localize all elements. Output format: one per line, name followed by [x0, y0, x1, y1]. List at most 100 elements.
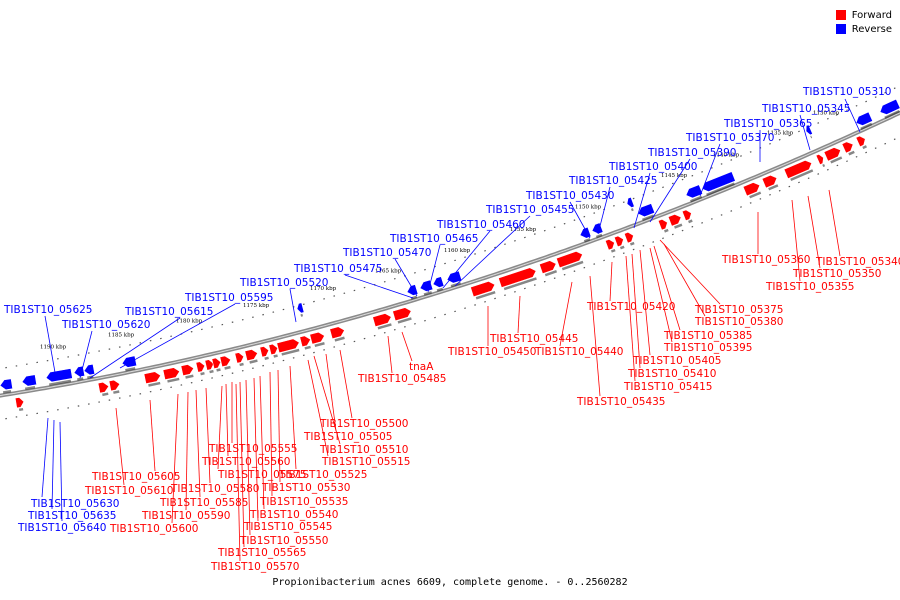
- forward-gene-arrow-shape: [841, 141, 854, 154]
- forward-gene-label-leader: [239, 381, 245, 548]
- reverse-gene-label-leader: [41, 417, 49, 498]
- kbp-tick-label: 1145 kbp: [661, 173, 688, 179]
- reverse-gene-label-leader: [51, 419, 55, 510]
- forward-gene-arrow: [234, 352, 245, 367]
- forward-gene-arrow-shadow: [664, 228, 669, 233]
- forward-gene-label: TIB1ST10_05375: [694, 304, 784, 316]
- reverse-gene-label: TIB1ST10_05345: [761, 103, 851, 115]
- reverse-gene-arrow-shadow: [125, 367, 136, 372]
- forward-gene-arrow-shadow: [304, 345, 311, 350]
- reverse-gene-arrow-shape: [701, 171, 736, 192]
- reverse-gene-label: TIB1ST10_05615: [124, 306, 214, 318]
- forward-gene-label: TIB1ST10_05350: [792, 268, 882, 280]
- forward-genes: [14, 135, 867, 412]
- forward-gene-label: TIB1ST10_05450: [447, 346, 537, 358]
- reverse-gene-label-leader: [454, 215, 531, 287]
- forward-gene-label: TIB1ST10_05600: [109, 523, 199, 535]
- genome-caption: Propionibacterium acnes 6609, complete g…: [272, 577, 628, 588]
- forward-gene-label: TIB1ST10_05580: [170, 483, 260, 495]
- legend-reverse: Reverse: [835, 22, 892, 36]
- forward-gene-label-leader: [339, 349, 353, 419]
- forward-gene-arrow: [180, 364, 195, 379]
- reverse-gene-label-leader: [119, 303, 236, 369]
- reverse-gene-arrow: [419, 279, 434, 296]
- forward-gene-label-leader: [625, 255, 636, 382]
- forward-gene-arrow-shape: [657, 218, 668, 231]
- forward-gene-arrow-shadow: [749, 191, 762, 199]
- reverse-gene-label-leader: [633, 172, 651, 229]
- forward-gene-arrow: [372, 313, 392, 330]
- forward-gene-label: TIB1ST10_05565: [217, 547, 307, 559]
- forward-gene-arrow-shadow: [167, 377, 180, 383]
- forward-gene-arrow: [329, 326, 345, 342]
- forward-gene-label: TIB1ST10_05355: [765, 281, 855, 293]
- forward-gene-label-leader: [195, 389, 201, 498]
- reverse-gene-label-leader: [394, 258, 418, 297]
- reverse-gene-arrow-shape: [685, 184, 704, 199]
- forward-gene-arrow-shape: [681, 209, 692, 222]
- reverse-gene-arrow-shadow: [690, 195, 703, 203]
- forward-gene-arrow-shape: [555, 251, 583, 269]
- reverse-gene-arrow: [73, 365, 86, 381]
- reverse-gene-label: TIB1ST10_05620: [61, 319, 151, 331]
- forward-gene-label: TIB1ST10_05500: [319, 418, 409, 430]
- forward-gene-arrow-shadow: [629, 241, 635, 246]
- reverse-gene-label-leader: [89, 317, 181, 379]
- kbp-tick-label: 1190 kbp: [40, 345, 67, 351]
- forward-gene-label-leader: [307, 359, 329, 457]
- forward-gene-arrow-shape: [259, 346, 270, 358]
- forward-gene-arrow: [667, 213, 683, 229]
- forward-gene-arrow-shape: [143, 371, 162, 385]
- forward-gene-arrow-shape: [742, 182, 761, 197]
- forward-gene-label-leader: [253, 377, 259, 522]
- strand-legend: Forward Reverse: [835, 8, 892, 36]
- reverse-gene-arrow-shadow: [641, 214, 655, 222]
- reverse-gene-arrow-shadow: [706, 182, 735, 197]
- forward-gene-arrow-shape: [761, 174, 778, 189]
- forward-gene-label-leader: [225, 383, 229, 457]
- forward-gene-arrow: [841, 141, 855, 156]
- forward-gene-arrow: [613, 235, 625, 250]
- reverse-gene-label: TIB1ST10_05400: [608, 161, 698, 173]
- reverse-gene-arrow: [685, 184, 704, 203]
- legend-reverse-label: Reverse: [851, 23, 892, 35]
- forward-gene-arrow-shape: [667, 213, 682, 227]
- forward-gene-label: TIB1ST10_05440: [534, 346, 624, 358]
- forward-gene-arrow: [657, 218, 669, 233]
- reverse-gene-arrow-shadow: [884, 109, 900, 119]
- forward-gene-arrow: [219, 355, 232, 370]
- reverse-gene-arrow-shape: [296, 302, 305, 314]
- kbp-tick-label: 1175 kbp: [243, 303, 270, 309]
- forward-gene-arrow-shape: [276, 338, 300, 354]
- forward-gene-arrow: [681, 209, 693, 224]
- forward-gene-label-leader: [235, 383, 241, 562]
- forward-gene-arrow-shape: [372, 313, 392, 328]
- reverse-gene-arrow: [296, 302, 305, 317]
- forward-gene-label-leader: [653, 245, 681, 331]
- forward-gene-arrow-shadow: [200, 371, 205, 376]
- forward-gene-label-leader: [401, 331, 413, 362]
- forward-gene-label: TIB1ST10_05525: [278, 469, 368, 481]
- forward-gene-label-leader: [217, 385, 223, 470]
- kbp-tick-label: 1185 kbp: [108, 332, 135, 338]
- reverse-gene-label: TIB1ST10_05365: [723, 118, 813, 130]
- reverse-gene-label: TIB1ST10_05475: [293, 263, 383, 275]
- forward-gene-label: TIB1ST10_05540: [249, 509, 339, 521]
- legend-forward: Forward: [835, 8, 892, 22]
- forward-gene-label-leader: [313, 355, 341, 445]
- reverse-gene-arrow: [626, 196, 635, 212]
- forward-gene-arrow-shadow: [273, 354, 278, 358]
- reverse-gene-arrow-shadow: [595, 233, 603, 239]
- forward-gene-arrow-shadow: [397, 317, 412, 324]
- kbp-tick-label: 1140 kbp: [713, 152, 740, 158]
- reverse-gene-label-leader: [569, 201, 591, 239]
- forward-gene-arrow-shape: [329, 326, 345, 340]
- forward-gene-label: TIB1ST10_05385: [663, 330, 753, 342]
- reverse-gene-label: TIB1ST10_05595: [184, 292, 274, 304]
- forward-gene-label-leader: [609, 261, 613, 302]
- kbp-tick-label: 1130 kbp: [813, 111, 840, 117]
- reverse-gene-arrow-shadow: [810, 135, 813, 139]
- forward-gene-arrow-shadow: [377, 323, 392, 330]
- forward-gene-arrow-shadow: [18, 407, 24, 412]
- reverse-gene-arrow: [21, 374, 37, 391]
